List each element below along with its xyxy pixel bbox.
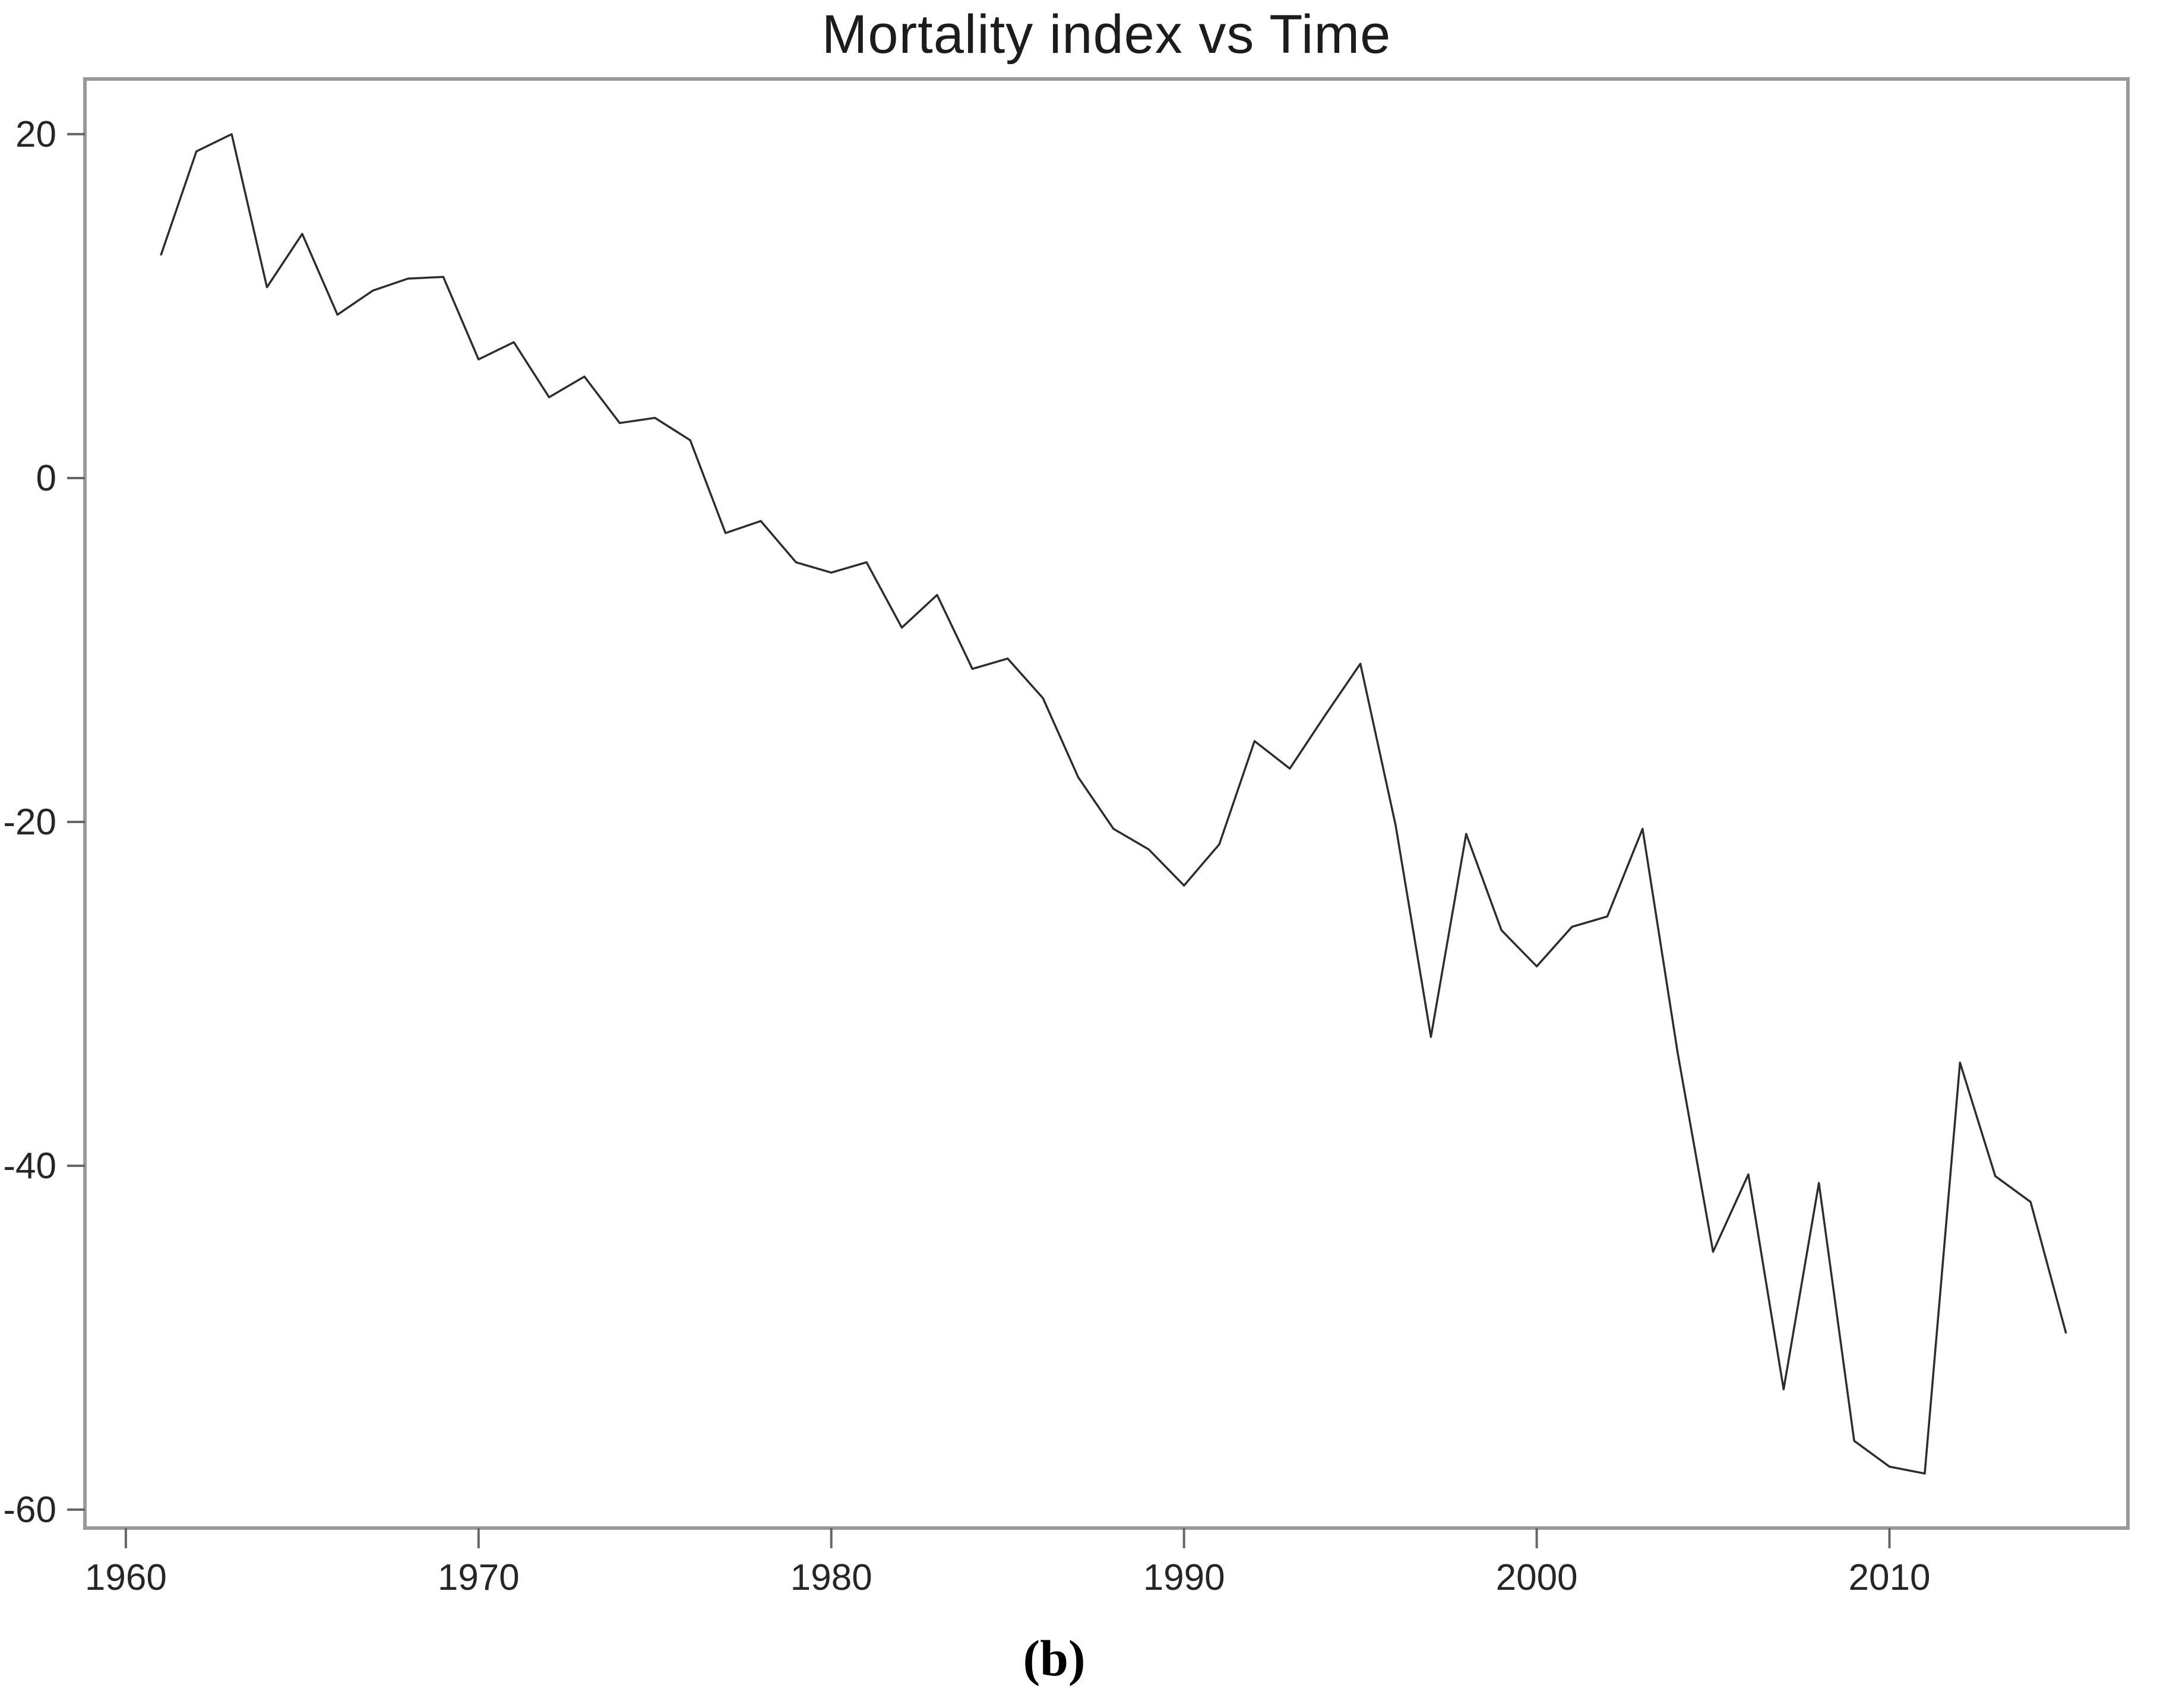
x-axis-tick-label: 1990 [1143,1557,1225,1598]
x-axis-tick-label: 1970 [438,1557,520,1598]
x-axis-tick-label: 1980 [790,1557,872,1598]
chart-title: Mortality index vs Time [821,4,1391,65]
y-axis-tick-label: -60 [3,1489,56,1530]
y-axis-tick-label: 0 [36,458,56,499]
figure-caption: (b) [1023,1630,1086,1687]
x-axis-tick-label: 2010 [1849,1557,1931,1598]
mortality-index-line-series [160,133,2067,1475]
x-axis-tick-label: 1960 [85,1557,167,1598]
x-axis-tick-label: 2000 [1496,1557,1578,1598]
plot-border [83,77,2130,1530]
y-axis-tick-label: 20 [15,114,56,155]
y-axis-tick-label: -40 [3,1146,56,1187]
y-axis-tick-label: -20 [3,802,56,843]
